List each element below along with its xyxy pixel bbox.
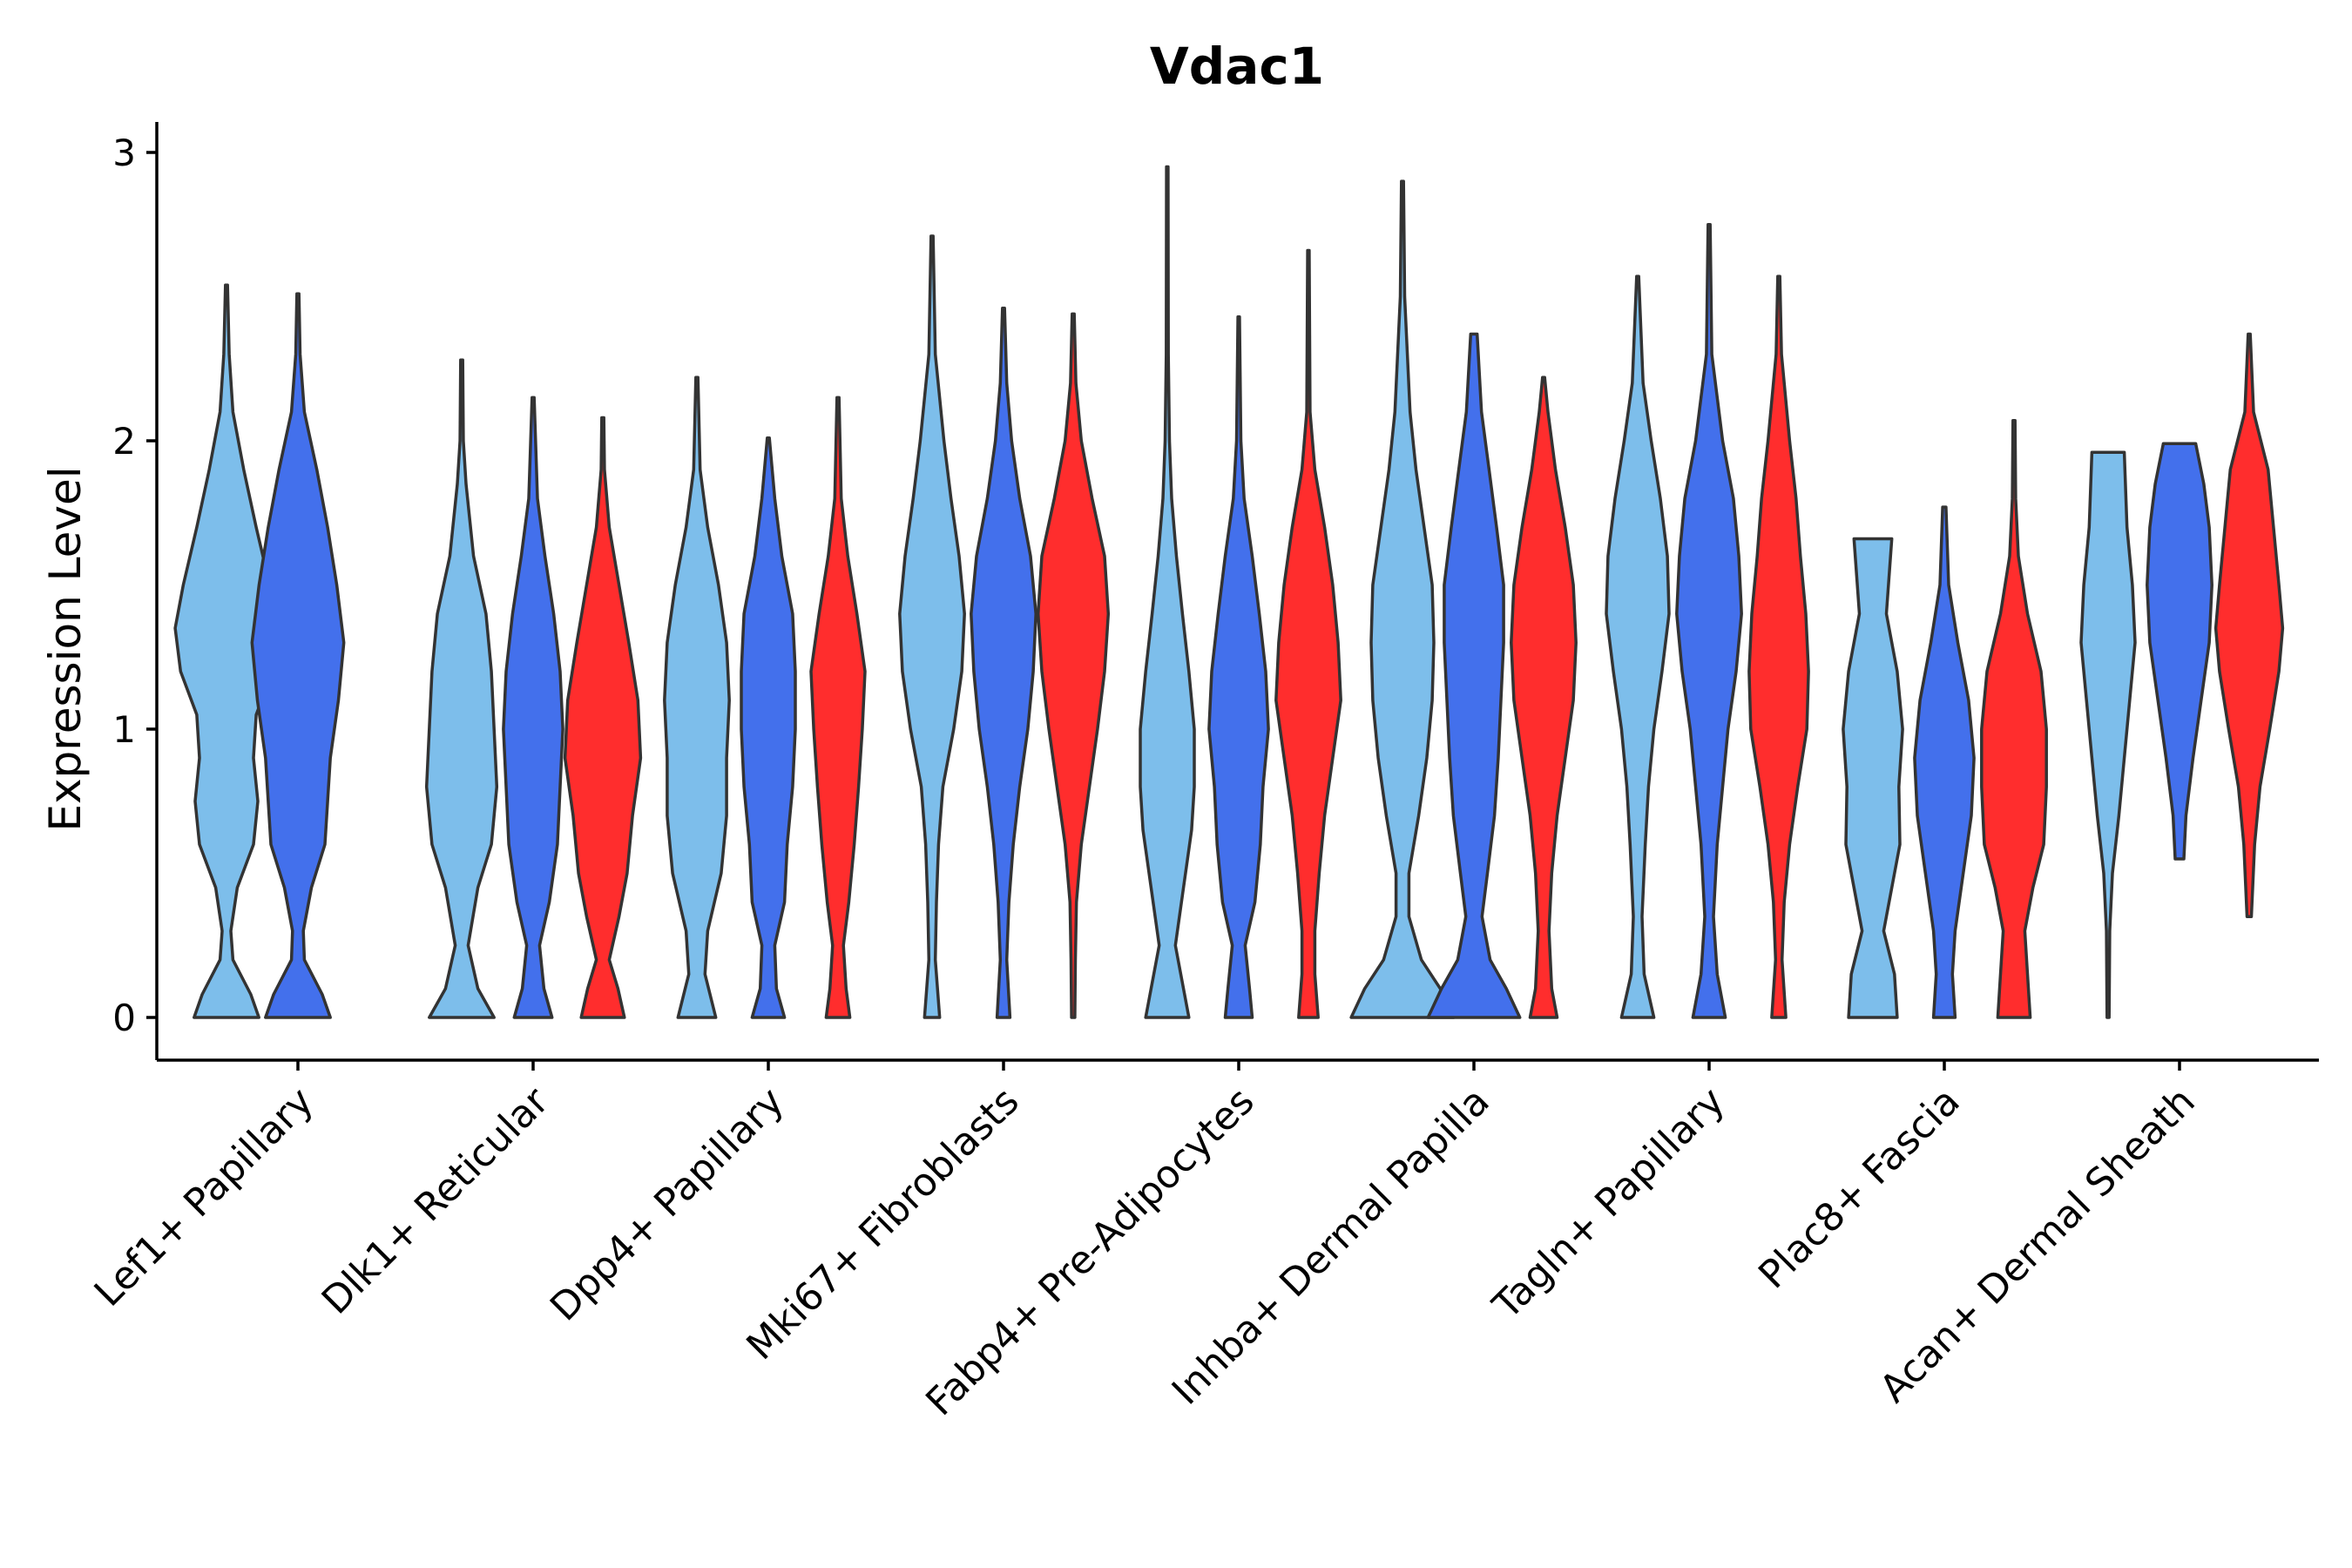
violin-6-series-2 bbox=[1426, 332, 1522, 1019]
violin-7-series-1 bbox=[1605, 274, 1671, 1019]
violin-3-series-2 bbox=[740, 436, 797, 1019]
violin-2-series-2 bbox=[502, 395, 564, 1019]
violin-5-series-2 bbox=[1207, 314, 1270, 1019]
violin-8-series-3 bbox=[1980, 419, 2048, 1019]
x-tick-label: Lef1+ Papillary bbox=[86, 1079, 322, 1315]
violin-8-series-1 bbox=[1842, 537, 1904, 1019]
y-axis-label: Expression Level bbox=[40, 466, 91, 831]
y-tick-label: 1 bbox=[112, 708, 136, 751]
violin-9-series-3 bbox=[2213, 332, 2285, 918]
x-tick-label: Dpp4+ Papillary bbox=[542, 1079, 793, 1330]
violin-5-series-3 bbox=[1274, 248, 1342, 1019]
violin-1-series-2 bbox=[250, 292, 346, 1019]
violin-7-series-2 bbox=[1675, 223, 1743, 1019]
violin-9-series-1 bbox=[2079, 450, 2137, 1019]
y-tick-label: 3 bbox=[112, 132, 136, 174]
violin-2-series-3 bbox=[563, 416, 643, 1019]
violin-7-series-3 bbox=[1747, 274, 1810, 1019]
violin-2-series-1 bbox=[424, 358, 499, 1019]
violin-6-series-3 bbox=[1510, 375, 1578, 1019]
x-tick-label: Plac8+ Fascia bbox=[1750, 1079, 1969, 1298]
violin-4-series-1 bbox=[898, 234, 966, 1019]
chart-title: Vdac1 bbox=[1150, 37, 1324, 96]
violin-layer bbox=[173, 165, 2285, 1019]
violin-6-series-1 bbox=[1349, 179, 1456, 1019]
violin-4-series-3 bbox=[1036, 312, 1111, 1019]
violin-1-series-1 bbox=[173, 283, 280, 1019]
x-tick-label: Dlk1+ Reticular bbox=[314, 1078, 558, 1323]
violin-4-series-2 bbox=[970, 306, 1037, 1019]
x-tick-label: Tagln+ Papillary bbox=[1484, 1079, 1734, 1328]
y-tick-label: 0 bbox=[112, 997, 136, 1039]
violin-3-series-3 bbox=[809, 395, 867, 1019]
violin-5-series-1 bbox=[1139, 165, 1196, 1019]
violin-9-series-2 bbox=[2146, 442, 2213, 861]
violin-3-series-1 bbox=[663, 375, 731, 1019]
violin-8-series-2 bbox=[1913, 505, 1976, 1019]
y-tick-label: 2 bbox=[112, 420, 136, 463]
